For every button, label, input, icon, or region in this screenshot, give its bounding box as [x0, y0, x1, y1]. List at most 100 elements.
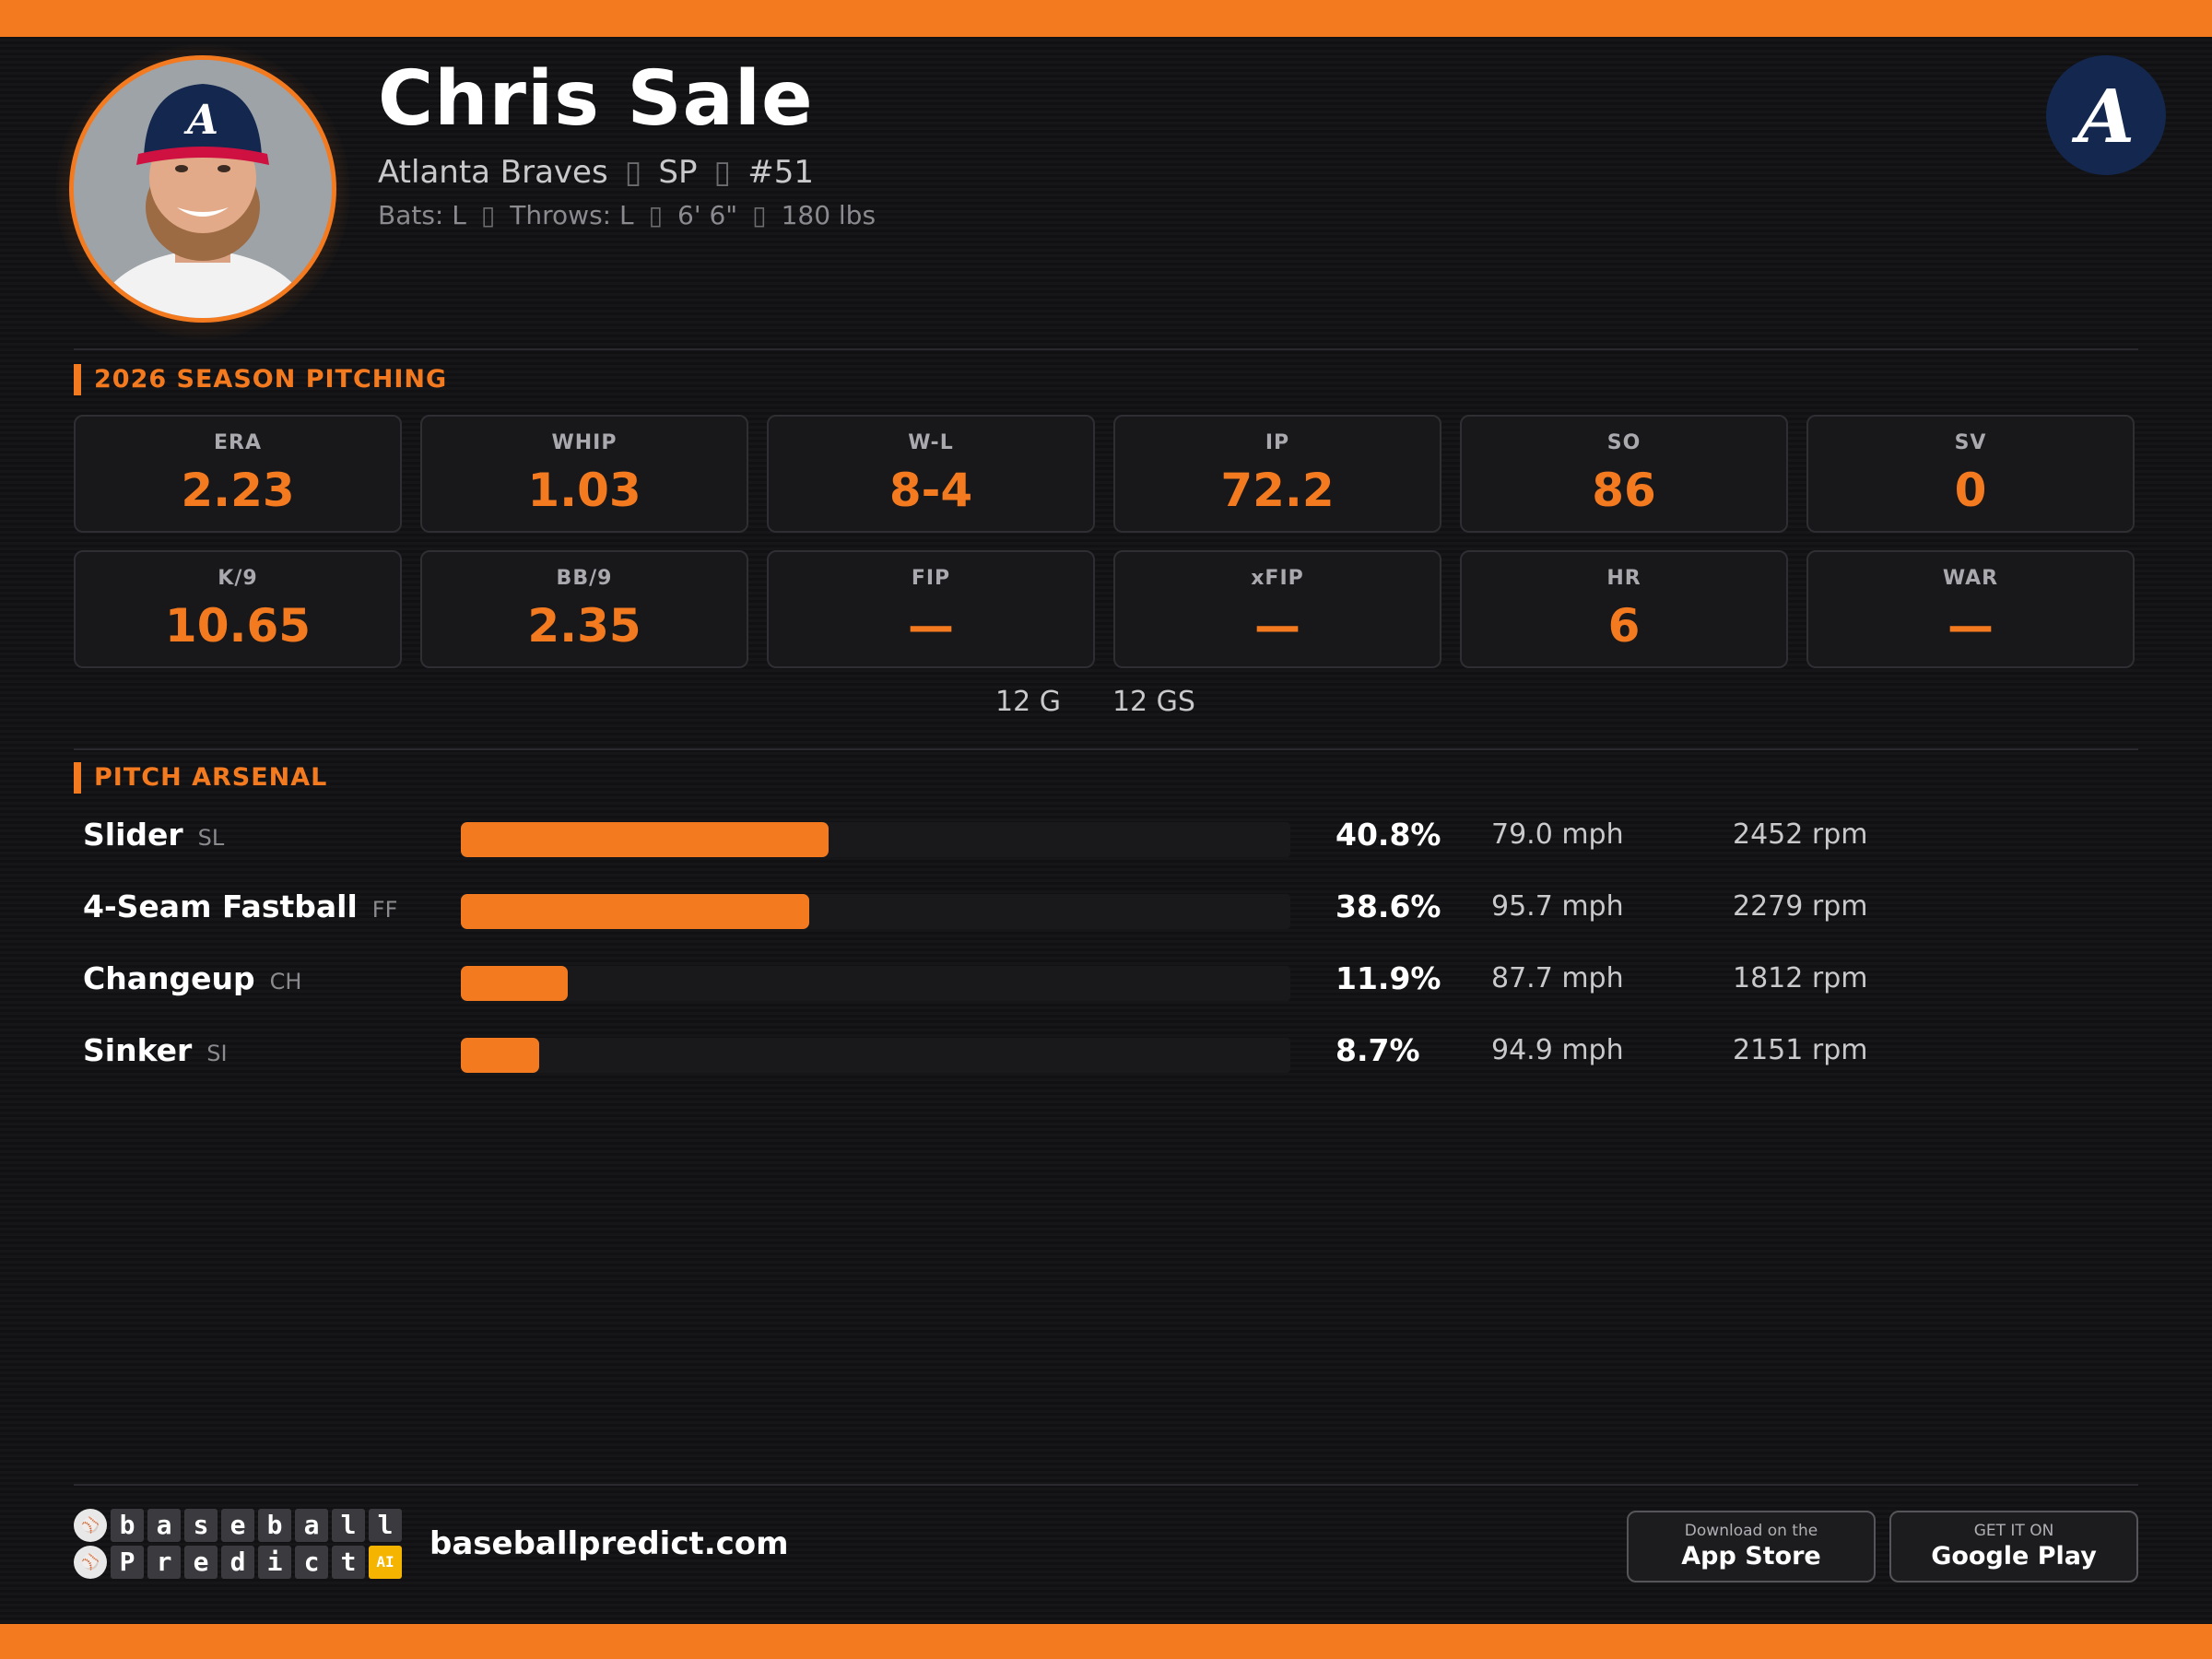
- stat-label: WAR: [1942, 567, 1999, 590]
- logo-letter-tile: e: [221, 1509, 254, 1542]
- season-section-title: 2026 SEASON PITCHING: [74, 364, 447, 395]
- stat-card: WHIP 1.03: [420, 415, 748, 533]
- stat-card: FIP —: [767, 550, 1095, 668]
- pitch-code: FF: [371, 897, 398, 923]
- player-bio-line: Bats: L ▯ Throws: L ▯ 6' 6" ▯ 180 lbs: [378, 195, 876, 236]
- pitch-name-label: Changeup: [83, 960, 255, 996]
- google-play-small-label: GET IT ON: [1973, 1522, 2054, 1540]
- stat-card: W-L 8-4: [767, 415, 1095, 533]
- ai-badge: AI: [369, 1546, 402, 1579]
- stat-label: BB/9: [556, 567, 613, 590]
- stat-card: WAR —: [1806, 550, 2135, 668]
- divider: [74, 1484, 2138, 1486]
- divider: [74, 348, 2138, 350]
- stat-label: WHIP: [551, 431, 618, 454]
- velocity: 94.9 mph: [1491, 1034, 1624, 1066]
- pitch-name-label: Sinker: [83, 1032, 193, 1068]
- usage-bar-fill: [461, 966, 568, 1001]
- player-portrait: A: [74, 60, 332, 318]
- site-link[interactable]: baseballpredict.com: [429, 1525, 789, 1562]
- usage-percent: 11.9%: [1335, 960, 1441, 996]
- baseball-icon: ⚾: [74, 1509, 107, 1542]
- pitch-row: Sinker SI 8.7% 94.9 mph 2151 rpm: [74, 1023, 2138, 1078]
- games-summary: 12 G 12 GS: [995, 682, 1195, 723]
- pitch-code: CH: [269, 969, 302, 994]
- stat-value: 86: [1592, 464, 1656, 517]
- stat-label: FIP: [911, 567, 951, 590]
- app-store-small-label: Download on the: [1684, 1522, 1818, 1540]
- bats: Bats: L: [378, 200, 466, 230]
- divider: [74, 748, 2138, 750]
- usage-bar-fill: [461, 894, 809, 929]
- logo-letter-tile: t: [332, 1546, 365, 1579]
- svg-text:A: A: [2071, 73, 2135, 159]
- separator: ▯: [624, 154, 642, 191]
- stat-label: xFIP: [1251, 567, 1304, 590]
- stat-value: 8-4: [888, 464, 973, 517]
- throws: Throws: L: [510, 200, 634, 230]
- stat-label: SO: [1606, 431, 1641, 454]
- usage-bar-fill: [461, 822, 829, 857]
- logo-letter-tile: d: [221, 1546, 254, 1579]
- logo-letter-tile: l: [332, 1509, 365, 1542]
- usage-bar-fill: [461, 1038, 539, 1073]
- stat-label: HR: [1606, 567, 1641, 590]
- stat-label: SV: [1954, 431, 1987, 454]
- spin-rate: 2452 rpm: [1733, 818, 1868, 851]
- logo-letter-tile: r: [147, 1546, 181, 1579]
- stat-value: —: [1254, 599, 1300, 653]
- baseball-icon: ⚾: [74, 1546, 107, 1579]
- stat-card: SO 86: [1460, 415, 1788, 533]
- logo-letter-tile: b: [258, 1509, 291, 1542]
- stat-card: IP 72.2: [1113, 415, 1441, 533]
- logo-letter-tile: P: [111, 1546, 144, 1579]
- height: 6' 6": [677, 200, 738, 230]
- logo-letter-tile: i: [258, 1546, 291, 1579]
- velocity: 79.0 mph: [1491, 818, 1624, 851]
- stat-card: BB/9 2.35: [420, 550, 748, 668]
- pitch-row: Changeup CH 11.9% 87.7 mph 1812 rpm: [74, 951, 2138, 1006]
- stat-card: ERA 2.23: [74, 415, 402, 533]
- separator: ▯: [752, 200, 767, 230]
- spin-rate: 2279 rpm: [1733, 890, 1868, 923]
- player-photo: A: [69, 55, 336, 323]
- pitch-name: Sinker SI: [83, 1030, 228, 1074]
- logo-letter-tile: l: [369, 1509, 402, 1542]
- stat-card: xFIP —: [1113, 550, 1441, 668]
- pitch-name-label: Slider: [83, 817, 183, 853]
- google-play-button[interactable]: GET IT ON Google Play: [1889, 1511, 2138, 1583]
- stat-label: IP: [1265, 431, 1290, 454]
- weight: 180 lbs: [781, 200, 877, 230]
- stat-value: 10.65: [164, 599, 312, 653]
- stat-card: HR 6: [1460, 550, 1788, 668]
- stat-value: 1.03: [527, 464, 641, 517]
- separator: ▯: [480, 200, 496, 230]
- pitch-name: 4-Seam Fastball FF: [83, 887, 397, 930]
- position: SP: [658, 154, 698, 191]
- stat-value: 2.35: [527, 599, 641, 653]
- velocity: 87.7 mph: [1491, 962, 1624, 994]
- player-team-line: Atlanta Braves ▯ SP ▯ #51: [378, 149, 814, 195]
- app-store-button[interactable]: Download on the App Store: [1627, 1511, 1876, 1583]
- stat-card: K/9 10.65: [74, 550, 402, 668]
- logo-letter-tile: e: [184, 1546, 218, 1579]
- logo-letter-tile: a: [147, 1509, 181, 1542]
- pitch-name: Slider SL: [83, 815, 224, 858]
- stat-card: SV 0: [1806, 415, 2135, 533]
- stat-label: W-L: [908, 431, 954, 454]
- pitch-name: Changeup CH: [83, 959, 301, 1002]
- svg-text:A: A: [183, 97, 218, 144]
- pitch-code: SI: [206, 1041, 228, 1066]
- stat-value: 0: [1954, 464, 1987, 517]
- logo-letter-tile: c: [295, 1546, 328, 1579]
- arsenal-section-title: PITCH ARSENAL: [74, 762, 327, 794]
- usage-bar-track: [461, 1038, 1290, 1073]
- team-logo: A: [2046, 55, 2166, 175]
- pitch-code: SL: [197, 825, 225, 851]
- spin-rate: 1812 rpm: [1733, 962, 1868, 994]
- bottom-accent-bar: [0, 1624, 2212, 1659]
- google-play-label: Google Play: [1931, 1542, 2097, 1571]
- top-accent-bar: [0, 0, 2212, 37]
